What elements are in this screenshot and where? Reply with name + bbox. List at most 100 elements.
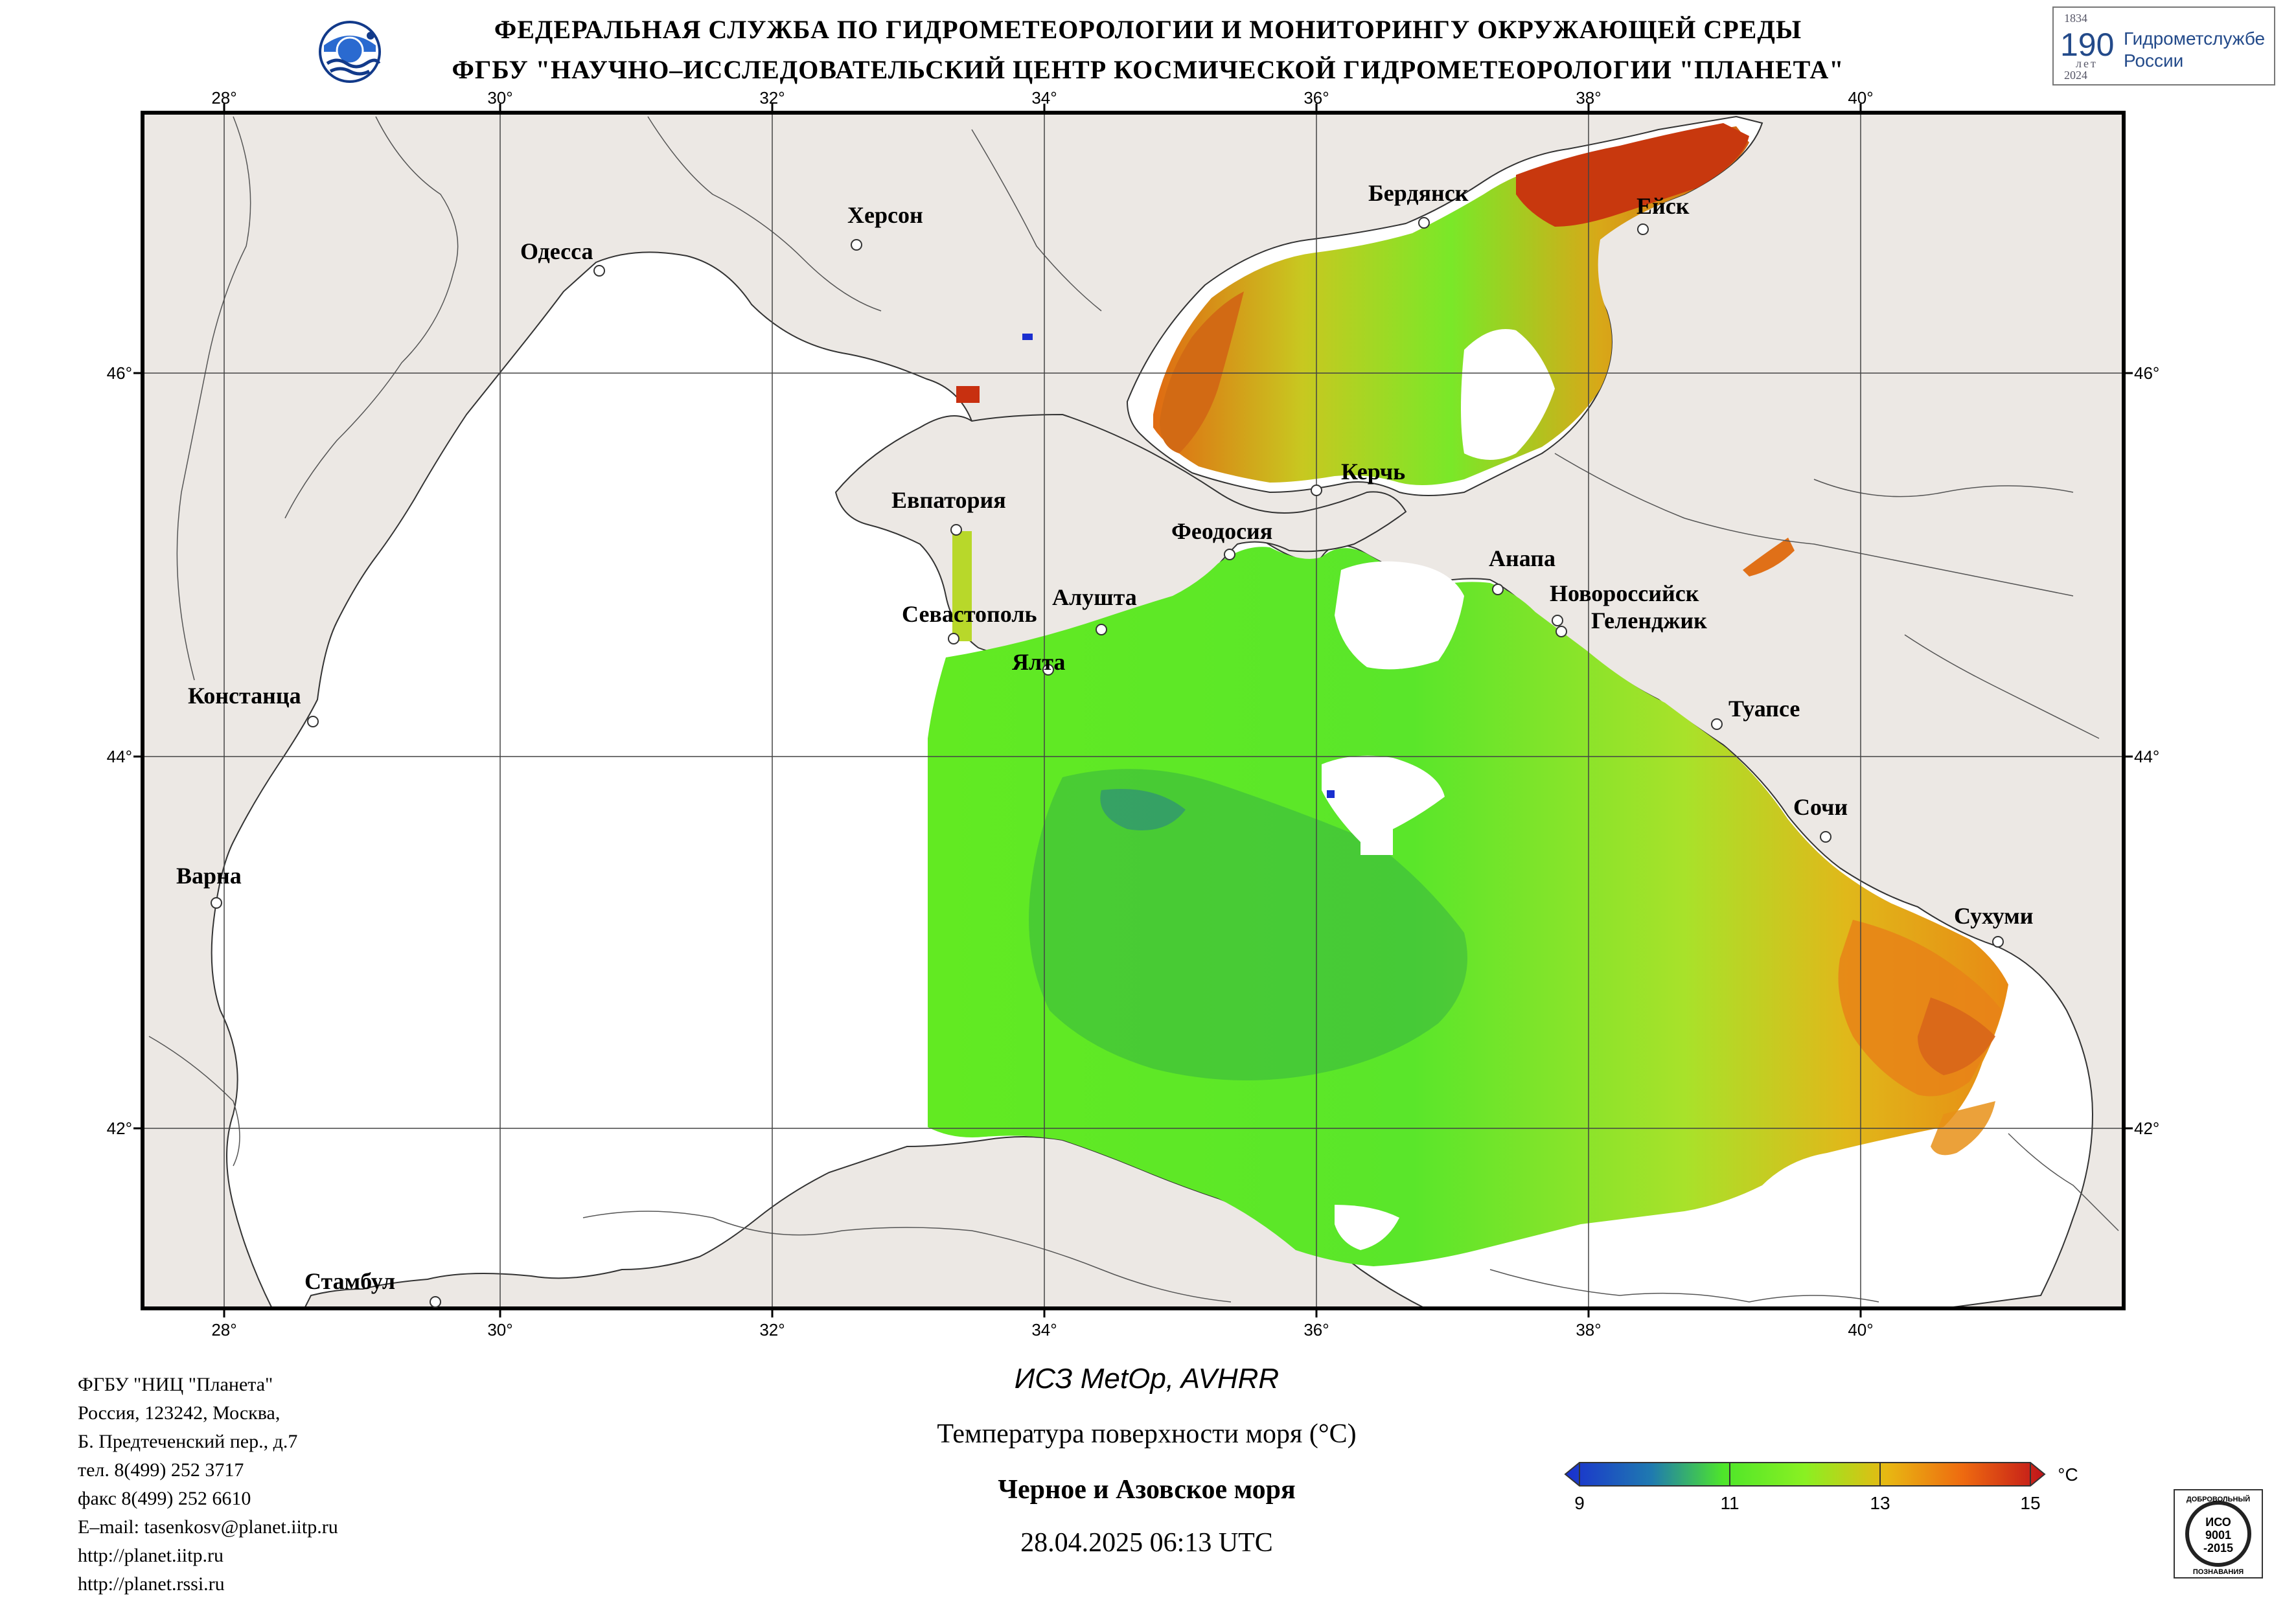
footer-org: ФГБУ "НИЦ "Планета" — [78, 1374, 273, 1395]
iso-line2: 9001 — [2205, 1529, 2231, 1542]
city-label-feodosia: Феодосия — [1171, 518, 1272, 544]
sst-azov-west — [1160, 291, 1244, 453]
planeta-logo — [319, 21, 381, 83]
cloud-gap-south — [1335, 1205, 1399, 1250]
graticule — [143, 113, 2124, 1308]
footer-address-2: Б. Предтеченский пер., д.7 — [78, 1431, 298, 1452]
colorbar-tick: 13 — [1870, 1493, 1890, 1513]
cities: Херсон Одесса Бердянск Ейск Керчь Евпато… — [176, 180, 2034, 1308]
lon-tick: 36° — [1303, 1320, 1329, 1339]
city-label-yeysk: Ейск — [1636, 193, 1690, 219]
lon-tick: 32° — [759, 1320, 785, 1339]
lat-tick: 44° — [107, 747, 132, 766]
lon-tick: 38° — [1576, 1320, 1601, 1339]
city-marker — [1552, 615, 1563, 626]
lat-tick: 46° — [107, 363, 132, 383]
city-marker — [948, 633, 959, 644]
city-label-evpatoria: Евпатория — [891, 487, 1006, 513]
city-label-alushta: Алушта — [1052, 584, 1137, 610]
city-label-sukhumi: Сухуми — [1954, 903, 2034, 929]
iso-bottom: ПОЗНАВАНИЯ — [2193, 1568, 2244, 1576]
colorbar-bar — [1564, 1462, 2046, 1487]
city-label-tuapse: Туапсе — [1728, 696, 1800, 722]
city-label-novorossiysk: Новороссийск — [1550, 580, 1699, 606]
city-label-odessa: Одесса — [520, 238, 593, 264]
footer-url-2[interactable]: http://planet.rssi.ru — [78, 1573, 225, 1595]
header-line-1: ФЕДЕРАЛЬНАЯ СЛУЖБА ПО ГИДРОМЕТЕОРОЛОГИИ … — [494, 15, 1802, 44]
hot-pixel-crimea — [956, 386, 980, 403]
city-marker — [851, 239, 862, 251]
cold-pixel-north — [1022, 334, 1033, 340]
lon-tick: 34° — [1031, 88, 1057, 108]
sst-azov-hot — [1516, 123, 1749, 227]
map-frame — [141, 111, 2126, 1310]
colorbar-tick: 9 — [1574, 1493, 1585, 1513]
city-marker — [1556, 626, 1567, 637]
caption-satellite: ИСЗ MetOp, AVHRR — [1014, 1363, 1280, 1395]
city-label-kerch: Керчь — [1341, 459, 1405, 484]
sst-black-sea — [928, 547, 2008, 1267]
lon-tick: 40° — [1848, 1320, 1873, 1339]
colorbar: 9 11 13 15 °C — [1564, 1462, 2078, 1513]
footer-contacts: ФГБУ "НИЦ "Планета" Россия, 123242, Моск… — [78, 1371, 338, 1599]
lon-tick: 38° — [1576, 88, 1601, 108]
sst-cold-core — [1029, 769, 1467, 1080]
city-marker — [307, 716, 319, 727]
city-marker — [593, 265, 605, 277]
footer-fax: факс 8(499) 252 6610 — [78, 1488, 251, 1509]
city-label-kherson: Херсон — [847, 202, 923, 228]
sst-crimea-west — [952, 531, 972, 641]
footer-url-1[interactable]: http://planet.iitp.ru — [78, 1545, 224, 1566]
caption-parameter: Температура поверхности моря (°C) — [937, 1419, 1357, 1449]
sst-warm-east-2 — [1918, 997, 1995, 1075]
city-label-gelendzhik: Геленджик — [1591, 608, 1707, 633]
cold-pixel — [1327, 790, 1335, 798]
lon-tick: 28° — [211, 88, 236, 108]
city-marker — [1637, 223, 1649, 235]
iso-line1: ИСО — [2205, 1516, 2231, 1529]
city-marker — [211, 897, 222, 909]
city-marker — [1311, 484, 1322, 496]
footer-email[interactable]: E–mail: tasenkosv@planet.iitp.ru — [78, 1516, 338, 1538]
cloud-gap-small — [1360, 829, 1393, 855]
anniversary-number: 190 — [2060, 27, 2115, 63]
footer-phone: тел. 8(499) 252 3717 — [78, 1459, 244, 1481]
lat-tick: 46° — [2134, 363, 2159, 383]
anniversary-text-2: России — [2124, 51, 2184, 71]
city-marker — [1418, 217, 1430, 229]
caption-datetime: 28.04.2025 06:13 UTC — [1020, 1528, 1273, 1558]
city-marker — [1492, 584, 1504, 595]
city-marker — [950, 524, 962, 536]
lon-ticks-top: 28° 30° 32° 34° 36° 38° 40° — [211, 88, 1873, 108]
map-content — [143, 113, 2124, 1308]
sst-cold-spot — [1100, 789, 1186, 830]
borders — [148, 116, 2119, 1303]
anniversary-text-1: Гидрометслужбе — [2124, 28, 2266, 49]
city-marker — [430, 1296, 441, 1308]
footer-address-1: Россия, 123242, Москва, — [78, 1402, 281, 1424]
lon-tick: 30° — [487, 1320, 512, 1339]
anniversary-year-end: 2024 — [2064, 69, 2087, 82]
cloud-gap-center — [1322, 755, 1445, 847]
lat-ticks-left: 46° 44° 42° — [107, 363, 132, 1138]
city-marker — [1820, 831, 1831, 843]
city-label-sochi: Сочи — [1793, 794, 1848, 820]
colorbar-tick: 15 — [2020, 1493, 2040, 1513]
caption-region: Черное и Азовское моря — [998, 1475, 1296, 1505]
colorbar-tick: 11 — [1720, 1493, 1739, 1513]
frame-ticks — [133, 104, 2133, 1317]
city-marker — [1992, 936, 2004, 948]
city-label-yalta: Ялта — [1012, 649, 1065, 675]
city-marker — [1096, 624, 1107, 635]
colorbar-unit: °C — [2058, 1465, 2078, 1485]
anniversary-word: лет — [2076, 57, 2098, 70]
city-label-berdyansk: Бердянск — [1368, 180, 1469, 206]
lon-tick: 30° — [487, 88, 512, 108]
iso-badge: ДОБРОВОЛЬНЫЙ ИСО 9001 -2015 ПОЗНАВАНИЯ — [2174, 1489, 2263, 1579]
lon-tick: 40° — [1848, 88, 1873, 108]
sst-kuban — [1743, 538, 1795, 576]
lat-tick: 42° — [2134, 1119, 2159, 1138]
city-label-varna: Варна — [176, 863, 242, 889]
cloud-gap-kerch — [1335, 561, 1464, 670]
